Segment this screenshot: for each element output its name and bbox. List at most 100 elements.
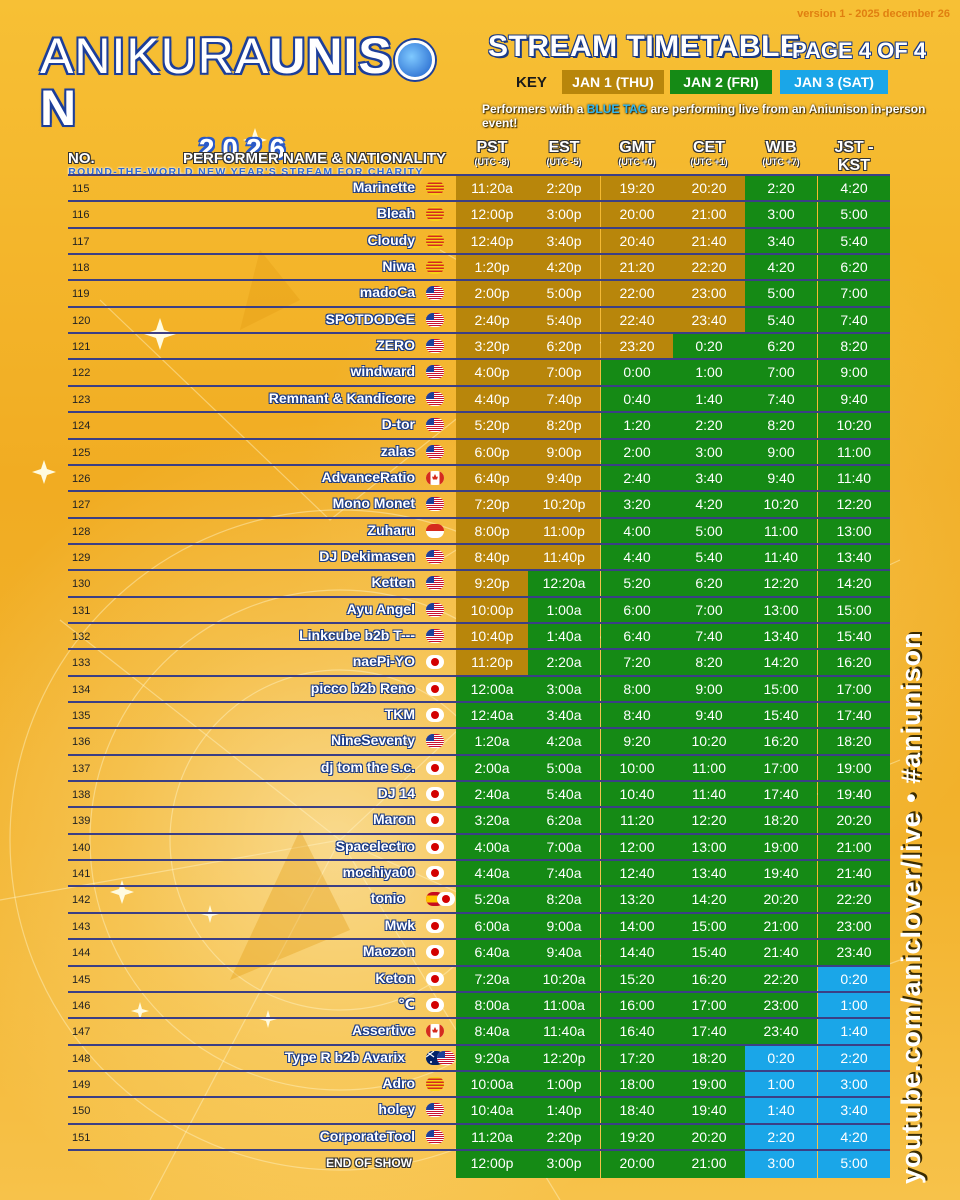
performer-name: picco b2b Reno bbox=[310, 680, 415, 696]
row-number: 130 bbox=[72, 578, 91, 590]
time-cell: 20:00 bbox=[601, 201, 673, 229]
row-number: 126 bbox=[72, 473, 91, 485]
time-cell: 15:20 bbox=[601, 966, 673, 994]
time-cell: 7:00 bbox=[745, 359, 817, 387]
time-cell: 18:20 bbox=[745, 807, 817, 835]
performer-name: dj tom the s.c. bbox=[320, 759, 415, 775]
logo-text-bold: UNIS bbox=[269, 28, 393, 84]
time-cell: 12:00a bbox=[456, 676, 528, 704]
logo-year: 2026 bbox=[198, 133, 294, 164]
row-divider bbox=[68, 938, 890, 940]
time-cell: 15:00 bbox=[673, 913, 745, 941]
time-cell: 22:20 bbox=[745, 966, 817, 994]
time-cell: 0:40 bbox=[601, 386, 673, 414]
row-number: 134 bbox=[72, 684, 91, 696]
time-cell: 6:20p bbox=[528, 333, 600, 361]
performer-name: ZERO bbox=[376, 337, 415, 353]
time-cell: 8:40 bbox=[601, 702, 673, 730]
time-cell: 2:00a bbox=[456, 755, 528, 783]
time-cell: 6:00a bbox=[456, 913, 528, 941]
time-cell: 7:00 bbox=[673, 597, 745, 625]
side-url-text: youtube.com/aniclover/live • #aniunison bbox=[896, 631, 926, 1184]
time-cell: 6:40a bbox=[456, 939, 528, 967]
time-cell: 2:40a bbox=[456, 781, 528, 809]
row-divider bbox=[68, 306, 890, 308]
flag-jp-icon bbox=[426, 708, 444, 722]
row-number: 125 bbox=[72, 447, 91, 459]
time-cell: 17:40 bbox=[745, 781, 817, 809]
column-header-wib: WIB (UTC +7) bbox=[745, 139, 817, 167]
flag-catalonia-icon bbox=[426, 181, 444, 195]
performer-name: Remnant & Kandicore bbox=[268, 390, 415, 406]
logo-tagline: ROUND-THE-WORLD NEW YEAR'S STREAM FOR CH… bbox=[68, 166, 424, 178]
time-cell: 5:00 bbox=[818, 201, 890, 229]
performer-name: Zuharu bbox=[367, 522, 415, 538]
time-cell: 2:40p bbox=[456, 307, 528, 335]
time-cell: 11:00p bbox=[528, 518, 600, 546]
row-number: 148 bbox=[72, 1053, 91, 1065]
row-number: 141 bbox=[72, 868, 91, 880]
time-cell: 11:20a bbox=[456, 175, 528, 203]
time-cell: 3:20p bbox=[456, 333, 528, 361]
time-cell: 19:00 bbox=[673, 1071, 745, 1099]
performer-name: Spacelectro bbox=[335, 838, 415, 854]
flag-jp-icon bbox=[426, 998, 444, 1012]
time-cell: 6:20a bbox=[528, 807, 600, 835]
flag-us-icon bbox=[437, 1051, 455, 1065]
performer-name: Assertive bbox=[351, 1022, 415, 1038]
performer-name: AdvanceRatio bbox=[321, 469, 415, 485]
timezone-offset: (UTC -8) bbox=[474, 157, 510, 167]
row-divider bbox=[68, 727, 890, 729]
time-cell: 9:20 bbox=[601, 728, 673, 756]
time-cell: 6:00p bbox=[456, 439, 528, 467]
row-number: 150 bbox=[72, 1105, 91, 1117]
time-cell: 5:40 bbox=[745, 307, 817, 335]
row-divider bbox=[68, 253, 890, 255]
row-number: 151 bbox=[72, 1132, 91, 1144]
time-cell: 23:00 bbox=[818, 913, 890, 941]
time-cell: 6:40p bbox=[456, 465, 528, 493]
performer-name: DJ 14 bbox=[377, 785, 415, 801]
time-cell: 16:00 bbox=[601, 992, 673, 1020]
performer-name: holey bbox=[378, 1101, 415, 1117]
row-number: 146 bbox=[72, 1000, 91, 1012]
row-number: 117 bbox=[72, 236, 90, 248]
performer-name: ℃ bbox=[398, 996, 415, 1012]
time-cell: 4:00 bbox=[601, 518, 673, 546]
time-cell: 3:00 bbox=[818, 1071, 890, 1099]
time-cell: 1:40p bbox=[528, 1097, 600, 1125]
time-cell: 1:00p bbox=[528, 1071, 600, 1099]
time-cell: 8:20 bbox=[673, 649, 745, 677]
row-divider bbox=[68, 912, 890, 914]
row-divider bbox=[68, 464, 890, 466]
time-cell: 10:20a bbox=[528, 966, 600, 994]
time-cell: 3:00p bbox=[528, 1150, 600, 1178]
timezone-offset: (UTC +0) bbox=[618, 157, 656, 167]
time-cell: 4:40 bbox=[601, 544, 673, 572]
time-cell: 3:40 bbox=[818, 1097, 890, 1125]
time-cell: 4:20 bbox=[745, 254, 817, 282]
time-cell: 21:00 bbox=[673, 201, 745, 229]
version-label: version 1 - 2025 december 26 bbox=[797, 8, 950, 20]
time-cell: 9:20p bbox=[456, 570, 528, 598]
time-cell: 0:20 bbox=[818, 966, 890, 994]
flag-us-icon bbox=[426, 339, 444, 353]
performer-name: zalas bbox=[380, 443, 415, 459]
time-cell: 13:20 bbox=[601, 886, 673, 914]
logo-text-light: ANIKURA bbox=[40, 28, 270, 84]
row-number: 123 bbox=[72, 394, 91, 406]
timezone-offset: (UTC +7) bbox=[762, 157, 800, 167]
flag-jp-icon bbox=[426, 787, 444, 801]
time-cell: 2:20 bbox=[818, 1045, 890, 1073]
time-cell: 18:40 bbox=[601, 1097, 673, 1125]
time-cell: 8:00p bbox=[456, 518, 528, 546]
time-cell: 20:20 bbox=[673, 175, 745, 203]
row-divider bbox=[68, 622, 890, 624]
row-divider bbox=[68, 806, 890, 808]
row-divider bbox=[68, 859, 890, 861]
time-cell: 9:00p bbox=[528, 439, 600, 467]
note-blue-tag: BLUE TAG bbox=[586, 102, 648, 116]
flag-jp-icon bbox=[426, 682, 444, 696]
time-cell: 11:40p bbox=[528, 544, 600, 572]
time-cell: 23:20 bbox=[601, 333, 673, 361]
